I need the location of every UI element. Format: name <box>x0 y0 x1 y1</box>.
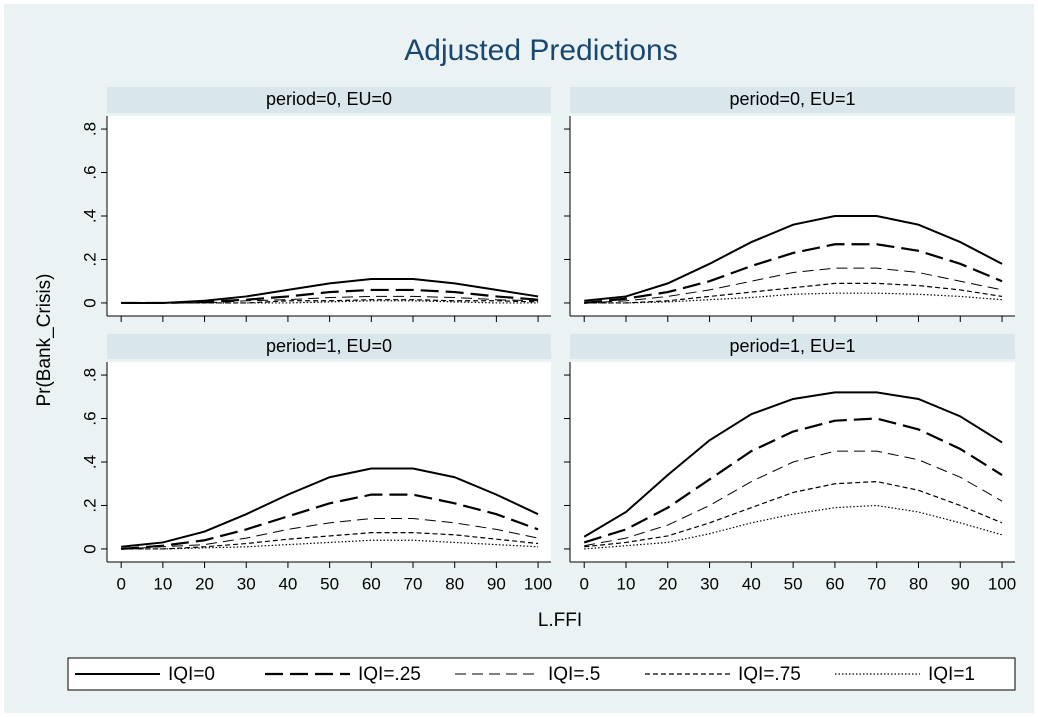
line-series <box>121 300 539 304</box>
x-tick-label: 40 <box>742 574 761 593</box>
x-tick-label: 30 <box>237 574 256 593</box>
x-tick-label: 0 <box>579 574 588 593</box>
y-tick-label: .8 <box>80 122 99 136</box>
legend-label: IQI=1 <box>928 664 975 685</box>
x-tick-label: 60 <box>825 574 844 593</box>
line-series <box>121 493 539 551</box>
panel-title: period=1, EU=0 <box>266 336 392 356</box>
y-tick-label: .2 <box>80 498 99 512</box>
line-series <box>121 299 539 304</box>
y-tick-label: .2 <box>80 252 99 266</box>
line-series <box>583 417 1003 544</box>
x-tick-label: 10 <box>153 574 172 593</box>
panel-header <box>570 87 1015 113</box>
y-tick-label: .6 <box>80 411 99 425</box>
y-tick-label: .4 <box>80 209 99 223</box>
line-series <box>584 282 1003 304</box>
y-axis-label: Pr(Bank_Crisis) <box>34 273 55 406</box>
line-series <box>121 467 539 548</box>
x-tick-label: 20 <box>195 574 214 593</box>
line-series <box>584 480 1003 548</box>
x-tick-label: 70 <box>404 574 423 593</box>
line-series <box>121 532 539 550</box>
line-series <box>121 539 539 550</box>
y-tick-label: .8 <box>80 368 99 382</box>
legend-label: IQI=.75 <box>738 664 801 685</box>
panel-header <box>107 334 551 359</box>
panel-title: period=1, EU=1 <box>729 336 855 356</box>
x-tick-label: 20 <box>658 574 677 593</box>
line-series <box>584 450 1003 547</box>
x-tick-label: 90 <box>487 574 506 593</box>
x-tick-label: 70 <box>867 574 886 593</box>
line-series <box>121 278 539 304</box>
plot-area <box>570 116 1015 316</box>
line-series <box>121 295 539 304</box>
line-series <box>584 243 1003 305</box>
chart-title: Adjusted Predictions <box>404 34 678 67</box>
x-tick-label: 30 <box>700 574 719 593</box>
legend-label: IQI=.25 <box>358 664 421 685</box>
x-tick-label: 40 <box>278 574 297 593</box>
line-series <box>583 391 1003 538</box>
plot-area <box>107 116 551 316</box>
y-tick-label: .4 <box>80 455 99 469</box>
x-tick-label: 80 <box>445 574 464 593</box>
line-series <box>584 267 1003 304</box>
panel-header <box>570 334 1015 359</box>
x-tick-label: 80 <box>909 574 928 593</box>
x-tick-label: 60 <box>362 574 381 593</box>
x-axis-label: L.FFI <box>538 610 582 631</box>
panel-title: period=0, EU=0 <box>266 89 392 109</box>
legend-label: IQI=0 <box>168 664 215 685</box>
legend-label: IQI=.5 <box>548 664 600 685</box>
x-tick-label: 10 <box>617 574 636 593</box>
plot-area <box>107 362 551 562</box>
y-tick-label: 0 <box>80 298 99 307</box>
y-tick-label: .6 <box>80 165 99 179</box>
x-tick-label: 50 <box>784 574 803 593</box>
y-tick-label: 0 <box>80 544 99 553</box>
panel-title: period=0, EU=1 <box>729 89 855 109</box>
panel-header <box>107 87 551 113</box>
x-tick-label: 0 <box>116 574 125 593</box>
line-series <box>121 518 539 550</box>
x-tick-label: 100 <box>524 574 552 593</box>
line-series <box>584 215 1003 302</box>
x-tick-label: 100 <box>988 574 1016 593</box>
x-tick-label: 50 <box>320 574 339 593</box>
x-tick-label: 90 <box>951 574 970 593</box>
line-series <box>121 288 539 305</box>
